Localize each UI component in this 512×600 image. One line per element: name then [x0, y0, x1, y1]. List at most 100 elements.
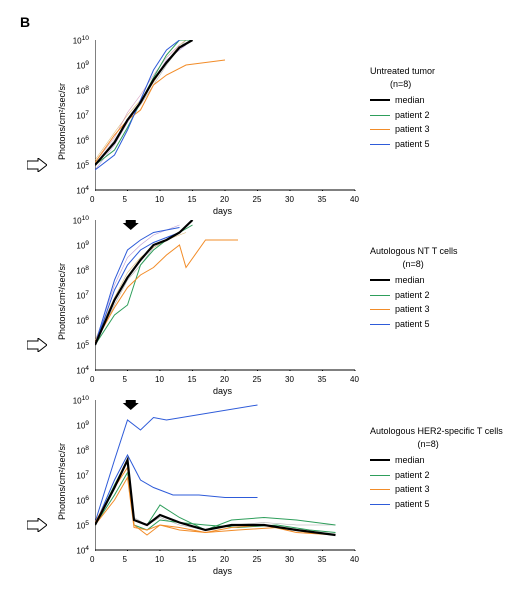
ytick-label: 106 [76, 135, 89, 146]
legend-row: patient 3 [370, 483, 503, 496]
legend-row: median [370, 94, 435, 107]
xtick-label: 35 [318, 375, 327, 384]
treatment-arrow-icon [123, 220, 139, 230]
legend-label: median [395, 274, 425, 287]
legend-swatch [370, 459, 390, 461]
x-axis-label: days [213, 566, 232, 576]
ytick-label: 108 [76, 85, 89, 96]
ytick-label: 109 [76, 60, 89, 71]
legend: Untreated tumor (n=8)medianpatient 2pati… [370, 65, 435, 151]
legend-swatch [370, 99, 390, 101]
series-line [95, 228, 180, 346]
y-axis-label: Photons/cm²/sec/sr [57, 263, 67, 340]
ytick-label: 105 [76, 160, 89, 171]
ytick-label: 104 [76, 365, 89, 376]
xtick-label: 15 [188, 195, 197, 204]
series-line [95, 240, 238, 343]
xtick-label: 0 [90, 555, 94, 564]
legend-label: patient 3 [395, 123, 430, 136]
legend-swatch [370, 279, 390, 281]
series-line [95, 455, 258, 525]
ytick-label: 109 [76, 420, 89, 431]
plot-area [95, 400, 356, 551]
legend-swatch [370, 489, 390, 490]
legend-row: patient 2 [370, 469, 503, 482]
legend-row: median [370, 454, 503, 467]
legend-title: Untreated tumor (n=8) [370, 65, 435, 90]
legend-label: patient 3 [395, 303, 430, 316]
ytick-label: 1010 [73, 215, 89, 226]
ytick-label: 108 [76, 265, 89, 276]
legend-swatch [370, 144, 390, 145]
reference-arrow-icon [27, 518, 47, 537]
xtick-label: 30 [285, 555, 294, 564]
legend-label: patient 5 [395, 138, 430, 151]
legend-swatch [370, 129, 390, 130]
xtick-label: 20 [220, 375, 229, 384]
xtick-label: 25 [253, 555, 262, 564]
legend-row: patient 5 [370, 498, 503, 511]
x-axis-label: days [213, 386, 232, 396]
ytick-label: 109 [76, 240, 89, 251]
legend-swatch [370, 115, 390, 116]
legend-row: patient 5 [370, 138, 435, 151]
xtick-label: 30 [285, 375, 294, 384]
series-line [95, 220, 193, 345]
ytick-label: 108 [76, 445, 89, 456]
xtick-label: 40 [350, 195, 359, 204]
treatment-arrow-icon [123, 400, 139, 410]
ytick-label: 1010 [73, 395, 89, 406]
series-line [95, 405, 258, 523]
ytick-label: 106 [76, 495, 89, 506]
legend-label: patient 3 [395, 483, 430, 496]
ytick-label: 107 [76, 470, 89, 481]
reference-arrow-icon [27, 338, 47, 357]
legend-row: patient 5 [370, 318, 458, 331]
legend-row: patient 3 [370, 123, 435, 136]
xtick-label: 5 [123, 195, 127, 204]
y-axis-label: Photons/cm²/sec/sr [57, 443, 67, 520]
legend-label: patient 2 [395, 469, 430, 482]
xtick-label: 10 [155, 555, 164, 564]
xtick-label: 40 [350, 375, 359, 384]
xtick-label: 10 [155, 195, 164, 204]
xtick-label: 15 [188, 375, 197, 384]
xtick-label: 0 [90, 195, 94, 204]
ytick-label: 105 [76, 520, 89, 531]
legend-title: Autologous HER2-specific T cells (n=8) [370, 425, 503, 450]
legend-title: Autologous NT T cells (n=8) [370, 245, 458, 270]
legend-label: patient 2 [395, 109, 430, 122]
series-line [95, 225, 193, 345]
series-line [95, 225, 193, 345]
panel-letter: B [20, 14, 30, 30]
legend-row: median [370, 274, 458, 287]
ytick-label: 104 [76, 545, 89, 556]
xtick-label: 5 [123, 555, 127, 564]
plot-area [95, 220, 356, 371]
legend: Autologous NT T cells (n=8) median patient… [370, 245, 458, 331]
series-line [95, 460, 336, 535]
legend-row: patient 2 [370, 109, 435, 122]
legend-label: median [395, 454, 425, 467]
ytick-label: 1010 [73, 35, 89, 46]
xtick-label: 35 [318, 195, 327, 204]
xtick-label: 40 [350, 555, 359, 564]
ytick-label: 107 [76, 110, 89, 121]
legend-row: patient 2 [370, 289, 458, 302]
chart-her2: 10410510610710810910100510152025303540 [95, 400, 355, 550]
chart-nt: 10410510610710810910100510152025303540 [95, 220, 355, 370]
xtick-label: 25 [253, 195, 262, 204]
xtick-label: 10 [155, 375, 164, 384]
legend-swatch [370, 295, 390, 296]
series-line [95, 45, 186, 170]
legend-label: median [395, 94, 425, 107]
ytick-label: 106 [76, 315, 89, 326]
xtick-label: 15 [188, 555, 197, 564]
xtick-label: 30 [285, 195, 294, 204]
xtick-label: 0 [90, 375, 94, 384]
ytick-label: 104 [76, 185, 89, 196]
series-line [95, 233, 180, 346]
ytick-label: 107 [76, 290, 89, 301]
chart-untreated: 10410510610710810910100510152025303540 [95, 40, 355, 190]
xtick-label: 25 [253, 375, 262, 384]
